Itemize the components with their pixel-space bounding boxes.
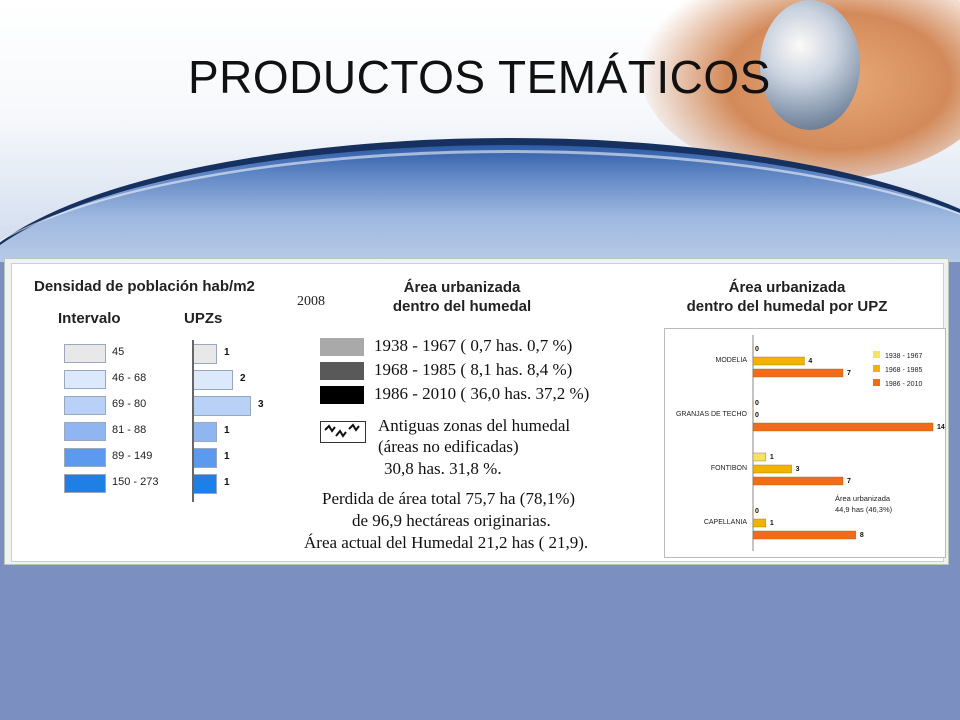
chart-data-label: 1 [770, 454, 774, 461]
upz-count-label: 3 [258, 399, 264, 410]
chart-legend-label: 1968 - 1985 [885, 367, 922, 374]
wetland-line1: Antiguas zonas del humedal [378, 416, 571, 435]
density-title: Densidad de población hab/m2 [34, 278, 255, 295]
chart-legend-swatch [873, 351, 880, 358]
chart-data-label: 0 [755, 412, 759, 419]
density-swatch [64, 370, 106, 389]
globe-image [760, 0, 860, 130]
density-upz-header: UPZs [184, 310, 223, 327]
chart-category-label: MODELIA [715, 357, 747, 364]
chart-bar [752, 368, 844, 378]
upz-count-bar [194, 396, 251, 416]
density-interval-label: 150 - 273 [112, 476, 159, 488]
upz-count-label: 2 [240, 373, 246, 384]
density-interval-label: 89 - 149 [112, 450, 153, 462]
upz-count-label: 1 [224, 425, 230, 436]
year-label: 2008 [297, 294, 325, 309]
density-interval-header: Intervalo [58, 310, 121, 327]
upz-chart-title: Área urbanizada dentro del humedal por U… [662, 278, 912, 316]
content-image: Densidad de población hab/m2 Intervalo U… [4, 258, 949, 565]
chart-bar [752, 518, 767, 528]
chart-bar [752, 464, 792, 474]
wetland-line2: (áreas no edificadas) [378, 437, 519, 456]
loss-line1: Perdida de área total 75,7 ha (78,1%) [322, 489, 576, 508]
chart-bar [752, 356, 805, 366]
density-swatch [64, 344, 106, 363]
density-interval-label: 45 [112, 346, 125, 358]
density-interval-label: 81 - 88 [112, 424, 147, 436]
chart-category-label: GRANJAS DE TECHO [676, 411, 748, 418]
upz-count-bar [194, 422, 217, 442]
upz-count-bar [194, 370, 233, 390]
upz-chart-title-line2: dentro del humedal por UPZ [686, 298, 888, 315]
period-swatch [320, 338, 364, 356]
chart-legend-label: 1986 - 2010 [885, 381, 922, 388]
chart-bar [752, 422, 934, 432]
chart-bar [752, 452, 767, 462]
upz-count-label: 1 [224, 477, 230, 488]
chart-data-label: 7 [847, 478, 851, 485]
chart-category-label: CAPELLANIA [704, 519, 748, 526]
chart-annotation-line2: 44,9 has (46,3%) [835, 505, 893, 514]
upz-axis [192, 340, 194, 502]
period-label: 1938 - 1967 ( 0,7 has. 0,7 %) [374, 336, 573, 355]
chart-data-label: 3 [796, 466, 800, 473]
slide-header: PRODUCTOS TEMÁTICOS [0, 0, 960, 262]
upz-chart-frame: MODELIA 0 4 7 GRANJAS DE TECHO 0 0 14 FONTIBON 1 3… [664, 328, 946, 558]
density-swatch [64, 422, 106, 441]
chart-data-label: 14 [937, 424, 945, 431]
chart-bar [752, 476, 844, 486]
period-label: 1968 - 1985 ( 8,1 has. 8,4 %) [374, 360, 573, 379]
chart-legend-swatch [873, 379, 880, 386]
chart-annotation-line1: Área urbanizada [835, 494, 891, 503]
density-swatch [64, 448, 106, 467]
chart-data-label: 8 [860, 532, 864, 539]
density-swatch [64, 474, 106, 493]
chart-data-label: 0 [755, 508, 759, 515]
chart-legend-swatch [873, 365, 880, 372]
density-interval-label: 46 - 68 [112, 372, 147, 384]
chart-category-label: FONTIBON [711, 465, 747, 472]
chart-data-label: 4 [808, 358, 812, 365]
chart-data-label: 1 [770, 520, 774, 527]
density-swatch [64, 396, 106, 415]
urban-title-line1: Área urbanizada [403, 279, 521, 296]
slide-title: PRODUCTOS TEMÁTICOS [188, 51, 771, 103]
upz-count-label: 1 [224, 347, 230, 358]
urban-title-line2: dentro del humedal [392, 298, 532, 315]
upz-bar-chart: MODELIA 0 4 7 GRANJAS DE TECHO 0 0 14 FONTIBON 1 3… [676, 335, 945, 551]
upz-chart-title-line1: Área urbanizada [728, 279, 846, 296]
density-interval-label: 69 - 80 [112, 398, 147, 410]
wetland-line3: 30,8 has. 31,8 %. [384, 459, 502, 478]
upz-count-label: 1 [224, 451, 230, 462]
urban-title: Área urbanizada dentro del humedal [362, 278, 562, 316]
loss-line2: de 96,9 hectáreas originarias. [352, 511, 551, 530]
content-panel: Densidad de población hab/m2 Intervalo U… [11, 263, 946, 562]
upz-count-bar [194, 448, 217, 468]
chart-data-label: 0 [755, 400, 759, 407]
wetland-pattern-icon [320, 421, 366, 443]
header-swoosh-highlight [0, 150, 960, 262]
period-swatch [320, 386, 364, 404]
upz-count-bar [194, 344, 217, 364]
chart-data-label: 7 [847, 370, 851, 377]
upz-count-bar [194, 474, 217, 494]
chart-legend-label: 1938 - 1967 [885, 353, 922, 360]
period-swatch [320, 362, 364, 380]
chart-data-label: 0 [755, 346, 759, 353]
period-label: 1986 - 2010 ( 36,0 has. 37,2 %) [374, 384, 590, 403]
chart-bar [752, 530, 857, 540]
loss-line3: Área actual del Humedal 21,2 has ( 21,9)… [304, 533, 589, 552]
